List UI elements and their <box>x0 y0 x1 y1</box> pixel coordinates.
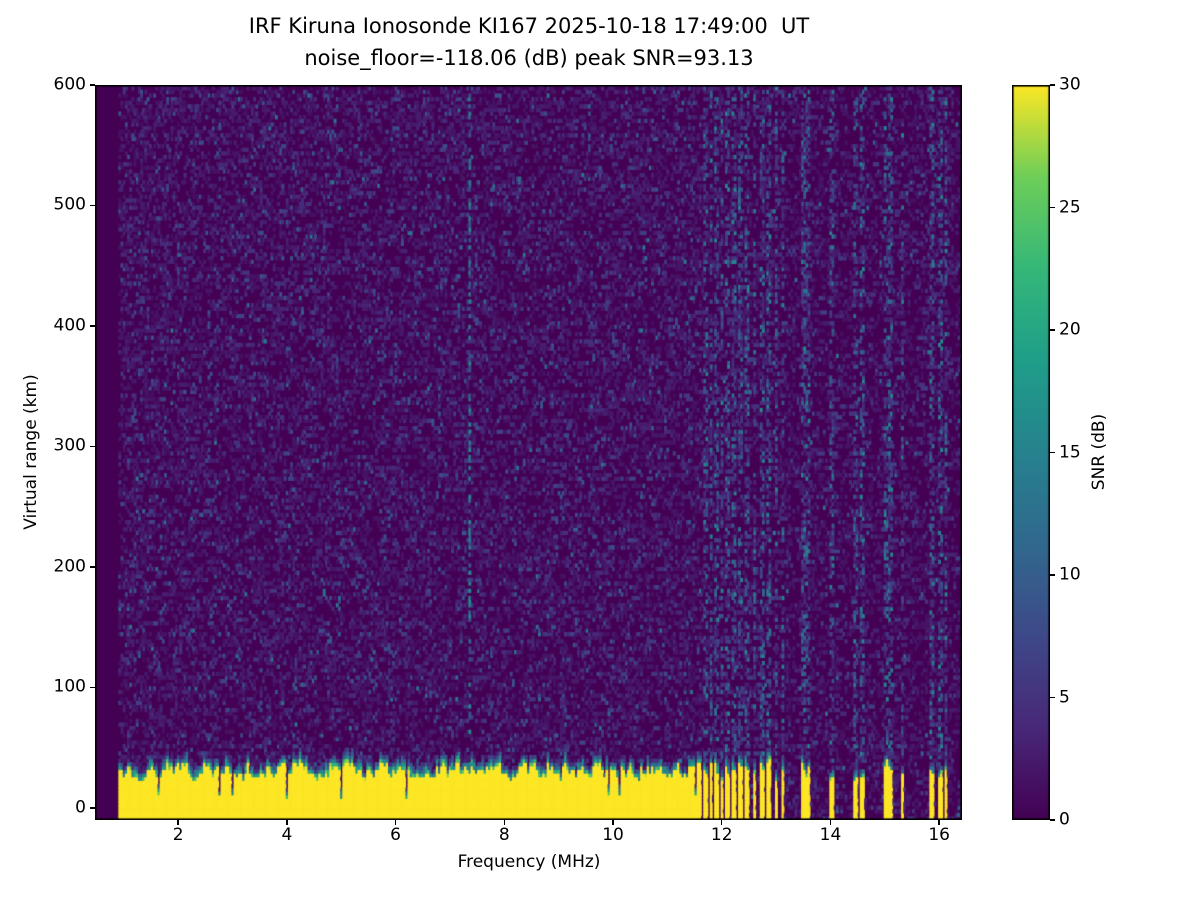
x-tick-label: 14 <box>819 825 842 845</box>
chart-subtitle: noise_floor=-118.06 (dB) peak SNR=93.13 <box>304 46 754 70</box>
y-tick-label: 200 <box>53 556 86 577</box>
colorbar <box>1012 85 1050 820</box>
y-tick-label: 400 <box>53 315 86 336</box>
x-tick-label: 4 <box>281 825 293 845</box>
y-axis-label: Virtual range (km) <box>21 374 41 530</box>
colorbar-tick-label: 25 <box>1059 197 1081 217</box>
colorbar-tick-label: 30 <box>1059 74 1081 95</box>
x-tick-label: 12 <box>710 825 733 845</box>
x-tick-mark <box>394 820 397 825</box>
y-tick-label: 100 <box>53 676 86 697</box>
y-tick-mark <box>90 566 95 568</box>
x-tick-mark <box>829 820 832 825</box>
colorbar-tick-label: 15 <box>1059 442 1081 462</box>
colorbar-label: SNR (dB) <box>1089 413 1109 491</box>
colorbar-tick-mark <box>1050 84 1055 86</box>
x-tick-mark <box>177 820 179 825</box>
y-tick-mark <box>90 204 95 207</box>
y-tick-label: 0 <box>75 797 86 818</box>
heatmap-plot <box>95 85 962 820</box>
colorbar-tick-label: 5 <box>1059 687 1070 707</box>
x-tick-label: 8 <box>498 825 510 845</box>
x-axis-label: Frequency (MHz) <box>457 852 601 872</box>
colorbar-tick-label: 20 <box>1059 319 1081 340</box>
y-tick-mark <box>90 445 95 448</box>
colorbar-tick-mark <box>1050 329 1055 331</box>
colorbar-tick-label: 0 <box>1059 809 1070 830</box>
y-tick-mark <box>90 807 95 809</box>
y-tick-mark <box>90 84 95 86</box>
colorbar-tick-mark <box>1050 696 1055 699</box>
colorbar-tick-mark <box>1050 451 1055 454</box>
x-tick-label: 6 <box>390 825 402 845</box>
x-tick-mark <box>721 820 723 825</box>
x-tick-mark <box>938 820 940 825</box>
chart-title: IRF Kiruna Ionosonde KI167 2025-10-18 17… <box>248 14 810 38</box>
x-tick-label: 2 <box>172 825 184 845</box>
y-tick-label: 600 <box>53 74 86 95</box>
x-tick-label: 10 <box>602 825 624 845</box>
colorbar-tick-label: 10 <box>1059 564 1081 585</box>
y-tick-label: 300 <box>53 435 86 456</box>
y-tick-mark <box>90 686 95 689</box>
x-tick-label: 16 <box>928 825 950 845</box>
x-tick-mark <box>286 820 288 825</box>
colorbar-tick-mark <box>1050 206 1055 209</box>
y-tick-label: 500 <box>53 194 86 215</box>
x-tick-mark <box>503 820 505 825</box>
x-tick-mark <box>612 820 614 825</box>
colorbar-tick-mark <box>1050 574 1055 576</box>
colorbar-tick-mark <box>1050 819 1055 821</box>
y-tick-mark <box>90 325 95 327</box>
